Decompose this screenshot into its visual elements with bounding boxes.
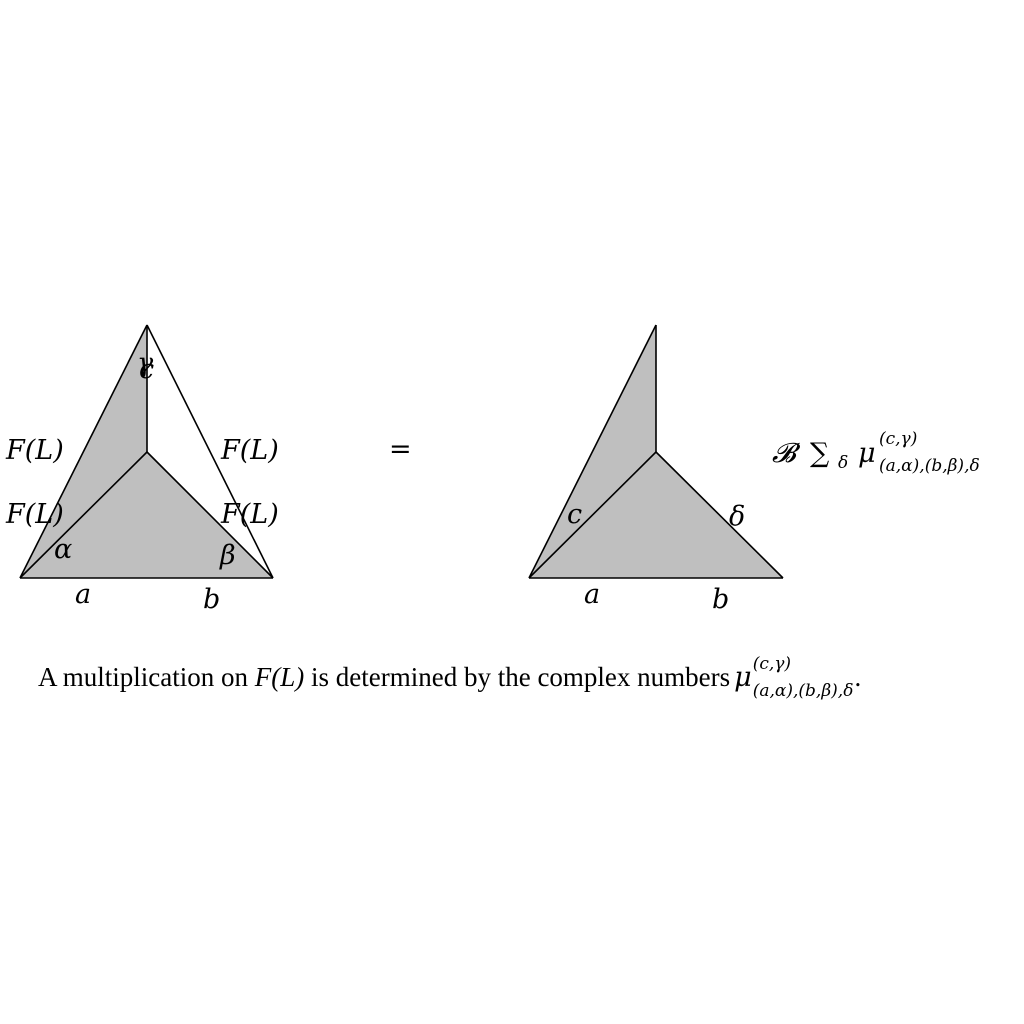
sum-index: δ	[838, 453, 848, 473]
caption-text: A multiplication on F(L) is determined b…	[38, 662, 730, 692]
right-left-seam	[528, 451, 657, 579]
equals-sign: =	[389, 434, 412, 465]
right-shaded-sheet-bottom	[529, 452, 783, 578]
right-outer-left-edge	[528, 324, 657, 579]
caption-prefix: A multiplication on	[38, 662, 255, 692]
right-seam	[146, 451, 274, 579]
label-c: c	[567, 499, 582, 530]
mu-symbol: μ	[858, 438, 876, 469]
label-bottom-a: a	[75, 579, 91, 610]
outer-edge-left	[19, 324, 148, 579]
coefficient-expression: 𝓑 ∑ δ μ (c,γ) (a,α),(b,β),δ	[772, 429, 980, 476]
label-right-upper-FL: F(L)	[220, 435, 279, 466]
caption-middle: is determined by the complex numbers	[304, 662, 730, 692]
bottom-shaded-sheet	[20, 452, 273, 578]
coefficient-symbol: 𝓑	[772, 438, 801, 469]
label-right-bottom-b: b	[712, 584, 729, 615]
caption: A multiplication on F(L) is determined b…	[38, 654, 861, 701]
left-diagram: c γ F(L) F(L) F(L) F(L) α β a b	[5, 324, 279, 615]
right-right-edge	[655, 451, 784, 579]
caption-object: F(L)	[254, 662, 305, 692]
caption-mu-superscript: (c,γ)	[753, 654, 791, 674]
label-delta: δ	[729, 501, 745, 532]
label-left-lower-FL: F(L)	[5, 499, 64, 530]
mu-subscript: (a,α),(b,β),δ	[879, 456, 980, 476]
caption-mu: μ	[734, 662, 752, 693]
label-right-bottom-a: a	[584, 579, 600, 610]
sum-sign: ∑	[810, 438, 829, 469]
left-seam	[19, 451, 148, 579]
label-left-upper-FL: F(L)	[5, 435, 64, 466]
label-right-lower-FL: F(L)	[220, 499, 279, 530]
caption-mu-subscript: (a,α),(b,β),δ	[753, 681, 854, 701]
label-top-c: c	[139, 354, 154, 385]
outer-edge-right	[146, 324, 274, 579]
right-diagram: c δ a b	[528, 324, 784, 615]
label-beta: β	[219, 540, 236, 571]
label-bottom-b: b	[203, 584, 220, 615]
label-top-gamma: γ	[137, 348, 154, 379]
caption-period: .	[854, 662, 861, 692]
label-alpha: α	[54, 534, 72, 565]
mu-superscript: (c,γ)	[879, 429, 917, 449]
